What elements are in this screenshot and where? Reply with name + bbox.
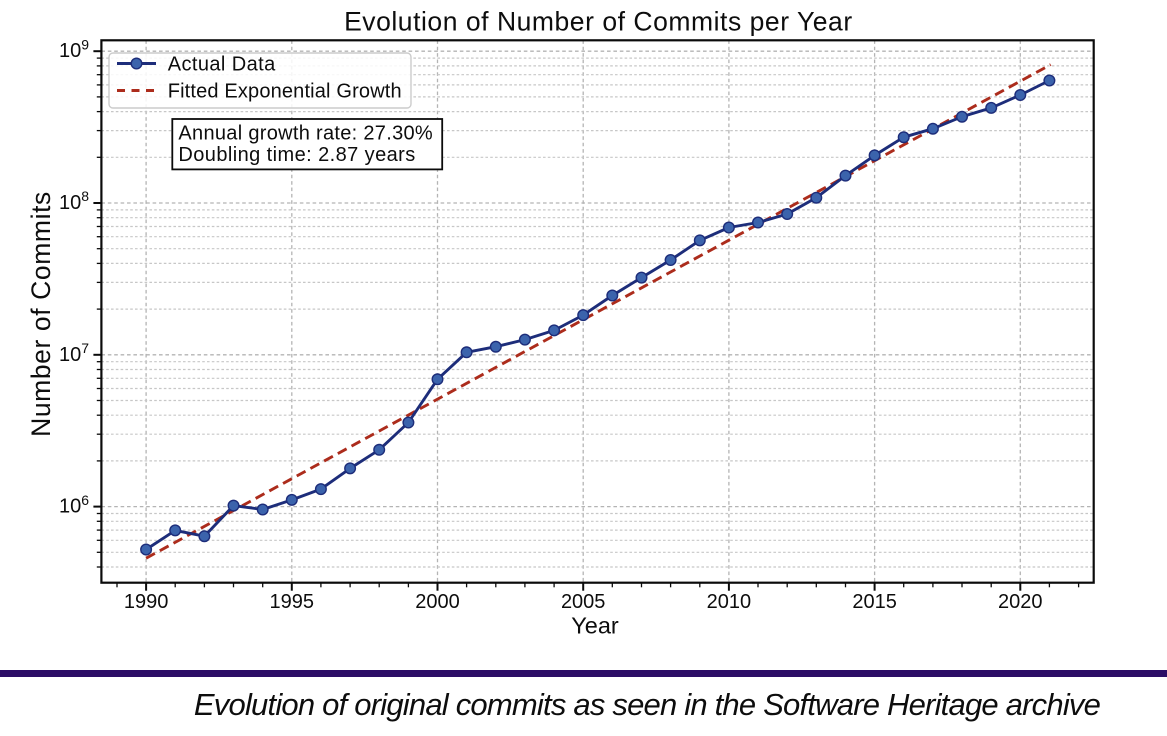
svg-text:Evolution of Number of Commits: Evolution of Number of Commits per Year (344, 7, 853, 37)
svg-text:Actual Data: Actual Data (168, 54, 276, 76)
svg-text:Evolution of original commits: Evolution of original commits as seen in… (194, 687, 1101, 722)
svg-text:2000: 2000 (415, 591, 460, 613)
svg-text:1990: 1990 (124, 591, 169, 613)
svg-text:Number of Commits: Number of Commits (26, 191, 56, 437)
svg-text:107: 107 (59, 340, 89, 366)
svg-text:1995: 1995 (270, 591, 315, 613)
svg-text:2020: 2020 (998, 591, 1043, 613)
svg-text:Year: Year (571, 613, 619, 639)
svg-text:Annual growth rate: 27.30%: Annual growth rate: 27.30% (178, 123, 433, 145)
svg-text:2010: 2010 (707, 591, 752, 613)
svg-text:106: 106 (59, 492, 89, 518)
svg-text:109: 109 (59, 36, 89, 62)
svg-text:108: 108 (59, 188, 89, 214)
svg-text:Fitted Exponential Growth: Fitted Exponential Growth (168, 81, 402, 103)
svg-text:2015: 2015 (852, 591, 897, 613)
svg-text:Doubling time: 2.87 years: Doubling time: 2.87 years (178, 144, 415, 166)
svg-text:2005: 2005 (561, 591, 606, 613)
